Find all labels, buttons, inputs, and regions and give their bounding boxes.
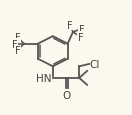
Text: F: F (12, 39, 18, 49)
Text: F: F (67, 20, 73, 30)
Text: F: F (15, 46, 20, 56)
Text: HN: HN (36, 73, 52, 83)
Text: F: F (79, 24, 84, 34)
Text: Cl: Cl (90, 59, 100, 69)
Text: F: F (15, 33, 20, 43)
Text: O: O (63, 91, 71, 101)
Text: F: F (78, 32, 83, 42)
